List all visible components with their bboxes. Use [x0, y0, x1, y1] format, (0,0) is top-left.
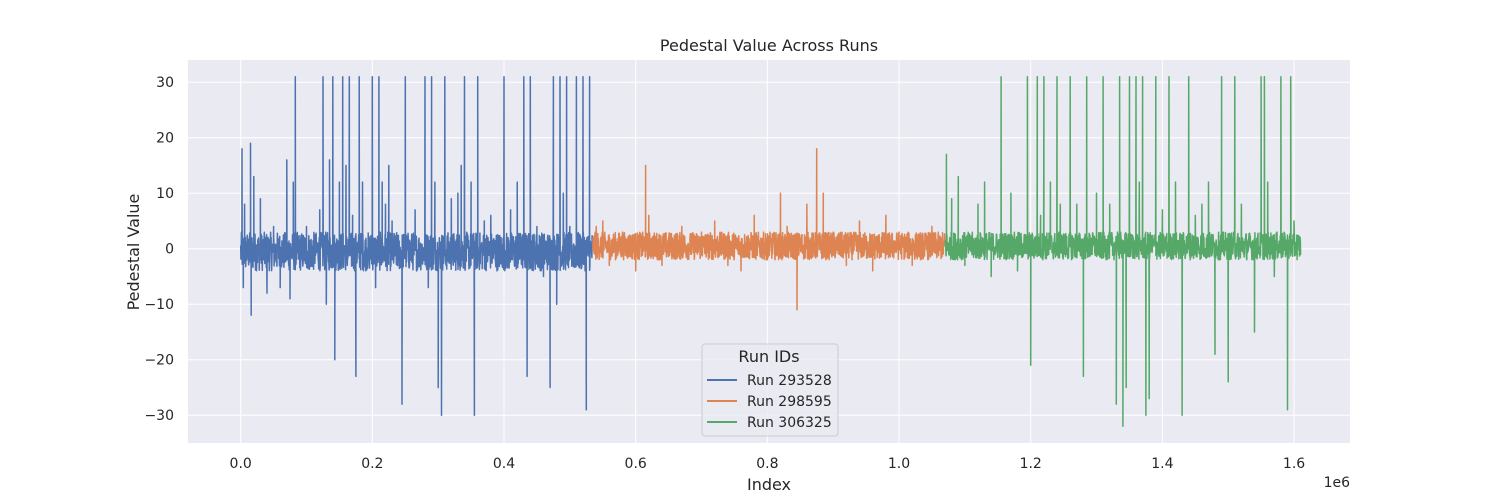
series-line-run-293528	[239, 75, 594, 416]
y-tick-label: −10	[144, 297, 174, 313]
x-tick-label: 1.2	[1020, 456, 1042, 472]
legend-title: Run IDs	[738, 347, 799, 366]
chart-title: Pedestal Value Across Runs	[660, 36, 878, 55]
y-tick-label: −30	[144, 408, 174, 424]
x-tick-label: 0.8	[756, 456, 778, 472]
series-lines	[239, 75, 1302, 428]
y-axis-label: Pedestal Value	[124, 194, 143, 311]
legend-label-run-298595: Run 298595	[747, 394, 832, 410]
legend-label-run-293528: Run 293528	[747, 373, 832, 389]
x-axis-offset-label: 1e6	[1324, 475, 1351, 491]
y-tick-label: −20	[144, 353, 174, 369]
x-tick-label: 1.6	[1283, 456, 1305, 472]
y-tick-label: 0	[165, 242, 174, 258]
y-tick-label: 10	[156, 186, 174, 202]
x-axis-label: Index	[747, 475, 791, 494]
x-tick-label: 0.4	[493, 456, 515, 472]
legend-label-run-306325: Run 306325	[747, 415, 832, 431]
legend-box	[701, 343, 839, 437]
x-tick-label: 1.0	[888, 456, 910, 472]
legend: Run IDs Run 293528 Run 298595 Run 306325	[701, 343, 839, 437]
series-line-run-298595	[592, 148, 946, 311]
tick-labels: 0.0 0.2 0.4 0.6 0.8 1.0 1.2 1.4 1.6 −30 −20 −10 0 10 2…	[144, 75, 1305, 472]
x-tick-label: 1.4	[1151, 456, 1173, 472]
y-tick-label: 30	[156, 75, 174, 91]
x-tick-label: 0.2	[361, 456, 383, 472]
y-tick-label: 20	[156, 131, 174, 147]
x-tick-label: 0.6	[625, 456, 647, 472]
series-line-run-306325	[944, 75, 1302, 428]
x-tick-label: 0.0	[230, 456, 252, 472]
